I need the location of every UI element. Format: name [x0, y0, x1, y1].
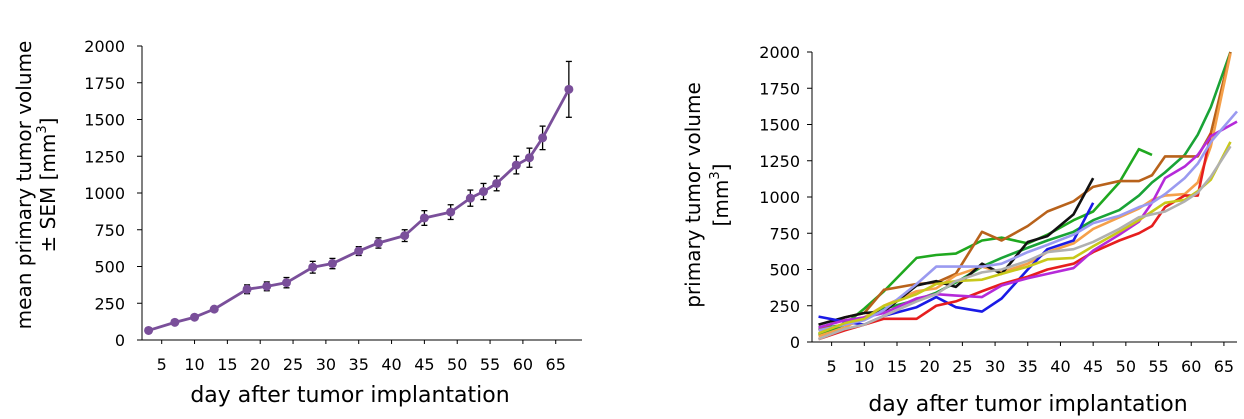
- right-chart-y-tick-label: 500: [769, 261, 800, 280]
- data-point: [327, 259, 337, 269]
- right-chart-y-axis-label: primary tumor volume [mm3]: [681, 82, 733, 308]
- left-chart-x-tick-label: 15: [217, 355, 237, 374]
- right-chart-x-tick-label: 20: [920, 357, 940, 376]
- svg-text:± SEM [mm3]: ± SEM [mm3]: [35, 118, 60, 253]
- data-point: [538, 133, 548, 143]
- left-chart-y-tick-label: 2000: [84, 37, 125, 56]
- tumor-series-line-5: [818, 177, 1095, 326]
- right-chart-y-tick-label: 250: [769, 297, 800, 316]
- right-chart-x-tick-label: 40: [1050, 357, 1070, 376]
- left-chart-y-tick-label: 1000: [84, 184, 125, 203]
- right-chart-y-tick-label: 1250: [759, 152, 800, 171]
- left-chart-x-tick-label: 55: [480, 355, 500, 374]
- right-chart-y-tick-label: 1500: [759, 116, 800, 135]
- right-chart-x-tick-label: 50: [1116, 357, 1136, 376]
- left-chart-x-tick-label: 65: [546, 355, 566, 374]
- data-point: [209, 304, 219, 314]
- data-point: [524, 153, 534, 163]
- right-chart-x-tick-label: 5: [827, 357, 837, 376]
- data-point: [511, 160, 521, 170]
- data-point: [492, 178, 502, 188]
- right-chart: day after tumor implantation primary tum…: [681, 43, 1238, 417]
- tumor-series-line-7: [818, 132, 1213, 341]
- tumor-series-line-8: [818, 120, 1238, 329]
- left-chart-x-tick-label: 30: [316, 355, 336, 374]
- left-chart-x-tick-label: 10: [184, 355, 204, 374]
- right-chart-x-tick-label: 65: [1214, 357, 1234, 376]
- left-chart-y-tick-label: 1250: [84, 147, 125, 166]
- left-chart-x-tick-label: 40: [381, 355, 401, 374]
- data-point: [465, 193, 475, 203]
- right-chart-x-tick-label: 55: [1148, 357, 1168, 376]
- left-chart-x-tick-label: 35: [349, 355, 369, 374]
- right-chart-x-tick-label: 45: [1083, 357, 1103, 376]
- data-point: [281, 278, 291, 288]
- data-point: [170, 317, 180, 327]
- right-chart-x-tick-label: 10: [854, 357, 874, 376]
- svg-text:[mm3]: [mm3]: [708, 164, 733, 227]
- right-chart-y-tick-label: 1000: [759, 188, 800, 207]
- left-chart-x-tick-label: 25: [283, 355, 303, 374]
- data-point: [446, 207, 456, 217]
- data-point: [262, 281, 272, 291]
- svg-text:mean primary tumor volume: mean primary tumor volume: [12, 41, 36, 330]
- tumor-series-line-6: [818, 202, 1095, 326]
- tumor-series-line-9: [818, 110, 1238, 332]
- data-point: [354, 246, 364, 256]
- left-chart-y-tick-label: 1500: [84, 111, 125, 130]
- left-chart-x-tick-label: 45: [414, 355, 434, 374]
- left-chart-y-tick-label: 1750: [84, 74, 125, 93]
- left-chart-x-tick-label: 60: [513, 355, 533, 374]
- right-chart-x-tick-label: 30: [985, 357, 1005, 376]
- data-point: [144, 325, 154, 335]
- data-point: [400, 231, 410, 241]
- right-chart-x-tick-label: 15: [887, 357, 907, 376]
- tumor-series-line-11: [818, 145, 1232, 341]
- data-point: [242, 284, 252, 294]
- data-point: [478, 187, 488, 197]
- left-chart-y-tick-label: 250: [94, 294, 125, 313]
- left-chart-y-tick-label: 0: [115, 331, 125, 350]
- tumor-series-line-3: [817, 51, 1232, 332]
- left-chart-y-tick-label: 750: [94, 221, 125, 240]
- right-chart-y-tick-label: 750: [769, 224, 800, 243]
- left-chart-x-axis-label: day after tumor implantation: [190, 383, 509, 408]
- right-chart-x-tick-label: 25: [952, 357, 972, 376]
- right-chart-y-tick-label: 1750: [759, 79, 800, 98]
- right-chart-y-tick-label: 0: [790, 333, 800, 352]
- data-point: [419, 213, 429, 223]
- left-chart-x-tick-label: 5: [157, 355, 167, 374]
- right-chart-y-tick-label: 2000: [759, 43, 800, 62]
- left-chart-x-tick-label: 50: [447, 355, 467, 374]
- svg-text:primary tumor volume: primary tumor volume: [681, 82, 705, 308]
- left-chart-y-tick-label: 500: [94, 258, 125, 277]
- right-chart-x-tick-label: 35: [1018, 357, 1038, 376]
- right-chart-x-tick-label: 60: [1181, 357, 1201, 376]
- data-point: [373, 238, 383, 248]
- right-chart-x-axis-label: day after tumor implantation: [868, 392, 1187, 417]
- left-chart-x-tick-label: 20: [250, 355, 270, 374]
- left-chart-y-axis-label: mean primary tumor volume ± SEM [mm3]: [12, 41, 60, 330]
- data-point: [308, 262, 318, 272]
- left-chart: day after tumor implantation mean primar…: [12, 37, 582, 408]
- tumor-series-line-1: [818, 51, 1232, 331]
- tumor-series-line-10: [818, 141, 1232, 335]
- mean-volume-line: [148, 88, 571, 332]
- data-point: [564, 84, 574, 94]
- data-point: [190, 312, 200, 322]
